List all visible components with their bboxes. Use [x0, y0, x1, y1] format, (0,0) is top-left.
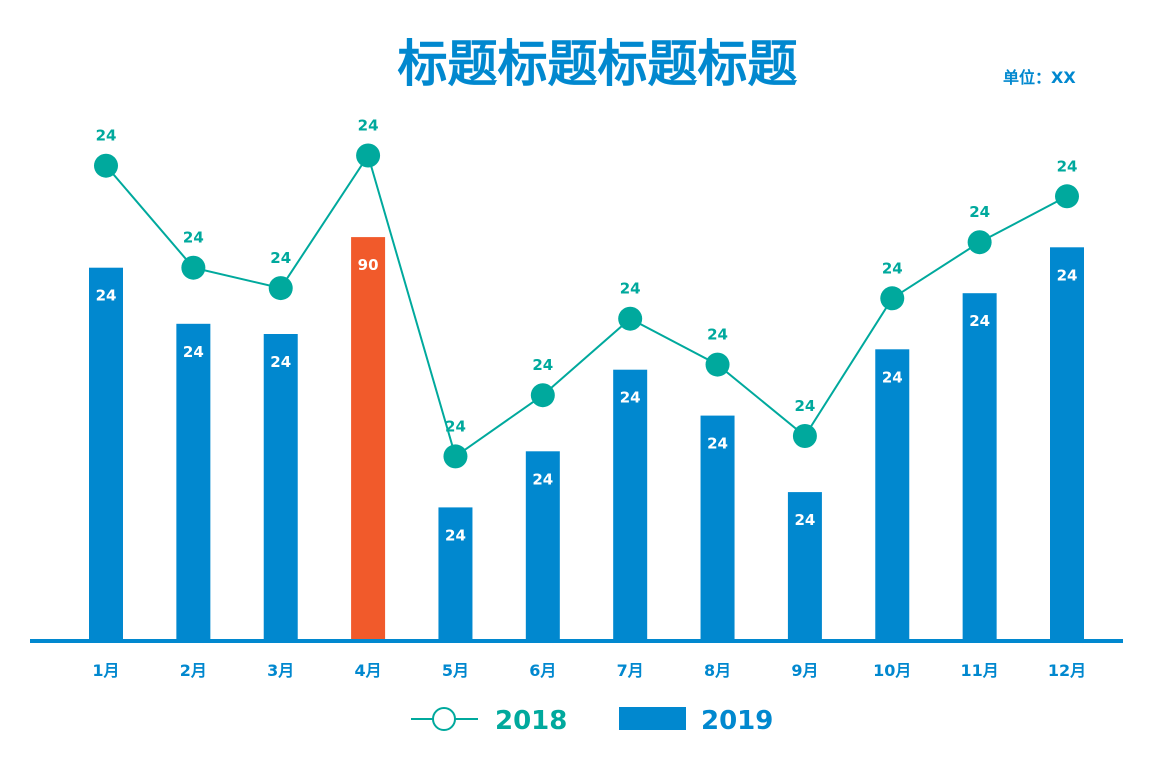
- point-value-label: 24: [445, 417, 466, 435]
- x-tick-label: 9月: [791, 661, 818, 680]
- unit-label: 单位：XX: [1003, 68, 1076, 87]
- line-point-7月: [618, 306, 643, 331]
- line-point-2月: [181, 255, 206, 280]
- bar-7月: [613, 369, 648, 640]
- x-axis-ticks: 1月 2月 3月 4月 5月 6月 7月 8月 9月 10月 11月 12月: [92, 661, 1086, 680]
- line-point-10月: [880, 286, 905, 311]
- bar-11月: [962, 293, 997, 640]
- point-labels: 24 24 24 24 24 24 24 24 24 24 24 24: [96, 117, 1078, 436]
- bar-value-label: 24: [794, 511, 815, 529]
- point-value-label: 24: [882, 259, 903, 277]
- line-point-4月: [356, 143, 381, 168]
- bar-labels: 24 24 24 90 24 24 24 24 24 24 24 24: [96, 256, 1078, 544]
- legend: 2018 2019: [411, 706, 773, 736]
- line-point-9月: [792, 424, 817, 448]
- bar-value-label: 24: [532, 470, 553, 488]
- bar-value-label: 24: [707, 435, 728, 453]
- x-tick-label: 7月: [617, 661, 644, 680]
- bar-12月: [1050, 247, 1084, 641]
- bar-value-label: 24: [183, 343, 204, 361]
- x-tick-label: 10月: [873, 661, 911, 680]
- x-tick-label: 1月: [92, 661, 119, 680]
- bar-2月: [176, 323, 211, 640]
- x-tick-label: 6月: [529, 661, 556, 680]
- bar-4月: [351, 237, 386, 640]
- bar-value-label: 90: [358, 256, 379, 274]
- bar-value-label: 24: [445, 526, 466, 544]
- bar-3月: [263, 334, 298, 640]
- x-tick-label: 5月: [442, 661, 469, 680]
- point-value-label: 24: [620, 280, 641, 298]
- point-value-label: 24: [1057, 157, 1078, 175]
- line-series-2018: [94, 143, 1079, 469]
- bar-8月: [700, 415, 735, 640]
- legend-item-2018[interactable]: 2018: [411, 706, 567, 736]
- line-point-6月: [530, 383, 555, 408]
- point-value-label: 24: [969, 203, 990, 221]
- point-value-label: 24: [270, 249, 291, 267]
- bar-6月: [525, 451, 560, 640]
- bar-5月: [438, 507, 473, 640]
- bar-value-label: 24: [270, 353, 291, 371]
- legend-marker-icon: [432, 707, 456, 731]
- x-tick-label: 12月: [1048, 661, 1086, 680]
- point-value-label: 24: [358, 117, 379, 135]
- line-point-3月: [268, 276, 293, 301]
- bar-series-2019: [89, 237, 1084, 641]
- point-value-label: 24: [183, 229, 204, 247]
- x-tick-label: 8月: [704, 661, 731, 680]
- bar-value-label: 24: [96, 287, 117, 305]
- bar-9月: [787, 492, 822, 640]
- bar-value-label: 24: [1057, 266, 1078, 284]
- line-point-11月: [967, 230, 992, 255]
- bar-value-label: 24: [620, 389, 641, 407]
- x-tick-label: 3月: [267, 661, 294, 680]
- point-value-label: 24: [532, 356, 553, 374]
- line-point-12月: [1055, 184, 1079, 209]
- legend-label-2018: 2018: [495, 706, 567, 736]
- x-tick-label: 2月: [180, 661, 207, 680]
- point-value-label: 24: [96, 127, 117, 145]
- line-point-1月: [94, 153, 118, 178]
- legend-item-2019[interactable]: 2019: [619, 706, 773, 736]
- bar-10月: [875, 349, 910, 640]
- bar-1月: [89, 267, 123, 640]
- bar-value-label: 24: [882, 368, 903, 386]
- chart-title: 标题标题标题标题: [397, 35, 798, 93]
- line-point-5月: [443, 444, 468, 469]
- legend-bar-swatch: [619, 707, 686, 730]
- point-value-label: 24: [707, 326, 728, 344]
- x-tick-label: 4月: [355, 661, 382, 680]
- bar-value-label: 24: [969, 312, 990, 330]
- x-tick-label: 11月: [960, 661, 998, 680]
- line-path: [105, 153, 1068, 459]
- legend-label-2019: 2019: [701, 706, 773, 736]
- line-point-8月: [705, 352, 730, 377]
- point-value-label: 24: [794, 397, 815, 415]
